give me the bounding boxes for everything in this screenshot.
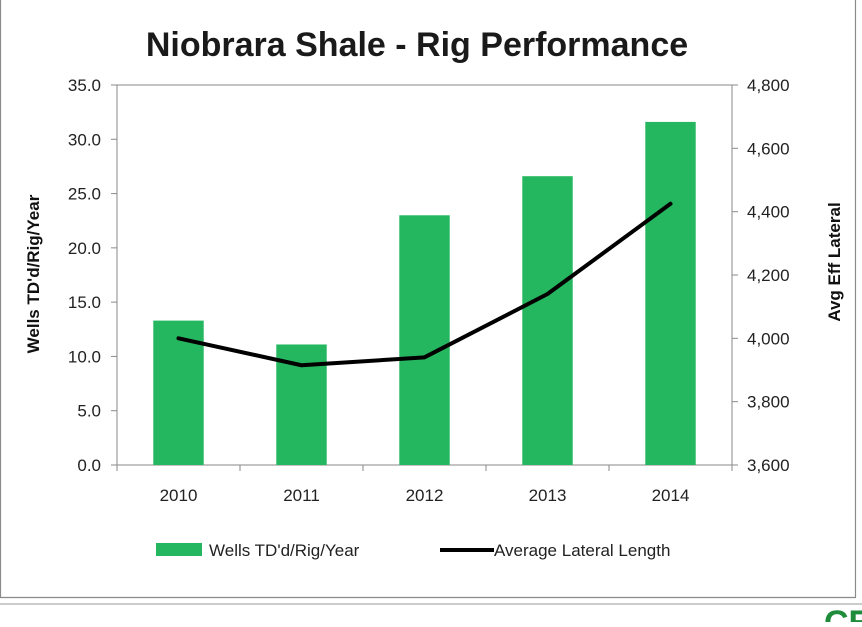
y-tick-label-right: 4,000 xyxy=(747,329,790,348)
legend-swatch-bar xyxy=(156,543,202,556)
y-axis-label-left: Wells TD'd/Rig/Year xyxy=(24,194,43,353)
y-tick-label-right: 4,600 xyxy=(747,139,790,158)
y-axis-label-right: Avg Eff Lateral xyxy=(825,202,844,321)
y-tick-label-right: 4,200 xyxy=(747,266,790,285)
y-tick-label-right: 3,800 xyxy=(747,393,790,412)
y-tick-label-left: 25.0 xyxy=(68,185,101,204)
x-tick-label: 2011 xyxy=(283,486,320,505)
logo-text: CE xyxy=(824,604,862,622)
legend: Wells TD'd/Rig/Year Average Lateral Leng… xyxy=(156,541,670,560)
x-tick-label: 2010 xyxy=(160,486,198,505)
y-tick-label-left: 20.0 xyxy=(68,239,101,258)
plot-area: 0.0 5.0 10.0 15.0 20.0 25.0 30.0 35.0 3,600 3,800… xyxy=(68,76,790,505)
chart-title: Niobrara Shale - Rig Performance xyxy=(146,26,688,64)
x-tick-label: 2014 xyxy=(652,486,690,505)
y-tick-label-left: 30.0 xyxy=(68,130,101,149)
y-tick-label-right: 4,400 xyxy=(747,203,790,222)
y-tick-label-left: 0.0 xyxy=(77,456,101,475)
legend-label-line: Average Lateral Length xyxy=(494,541,670,560)
y-tick-label-right: 4,800 xyxy=(747,76,790,95)
x-tick-label: 2013 xyxy=(529,486,567,505)
legend-label-bar: Wells TD'd/Rig/Year xyxy=(209,541,360,560)
y-tick-label-left: 5.0 xyxy=(77,402,101,421)
bar-2014 xyxy=(645,122,695,465)
bar-2012 xyxy=(399,215,449,465)
y-tick-label-left: 10.0 xyxy=(68,347,101,366)
y-tick-label-right: 3,600 xyxy=(747,456,790,475)
y-tick-label-left: 15.0 xyxy=(68,293,101,312)
bar-2013 xyxy=(522,176,572,465)
y-tick-label-left: 35.0 xyxy=(68,76,101,95)
x-tick-label: 2012 xyxy=(406,486,444,505)
